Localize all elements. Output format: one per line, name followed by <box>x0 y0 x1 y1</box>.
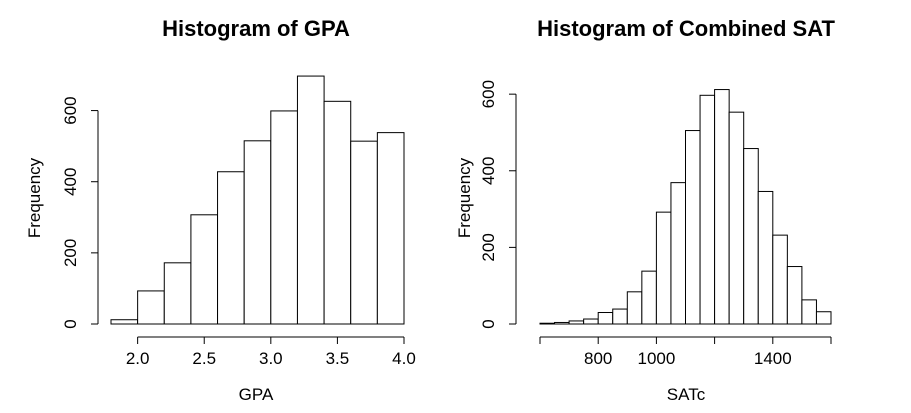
sat-bar-16 <box>772 234 788 325</box>
gpa-y-axis-label: Frequency <box>25 157 44 238</box>
sat-bar-19 <box>815 311 832 325</box>
gpa-bars <box>110 75 405 325</box>
sat-x-tick-label-4: 1400 <box>754 349 792 368</box>
sat-y-tick-label-3: 600 <box>479 80 498 108</box>
sat-x-axis: 800 1000 1400 <box>539 336 832 368</box>
gpa-y-tick-label-3: 600 <box>61 96 80 124</box>
sat-y-tick-label-0: 0 <box>479 319 498 328</box>
sat-bar-13 <box>728 111 745 325</box>
sat-y-tick-label-2: 400 <box>479 157 498 185</box>
gpa-bar-1 <box>137 290 165 325</box>
sat-bar-8 <box>655 211 672 325</box>
gpa-bar-6 <box>270 110 298 325</box>
gpa-histogram-panel: Histogram of GPA GPA Frequency 2.0 2.5 3.0… <box>25 16 416 404</box>
gpa-x-axis: 2.0 2.5 3.0 3.5 4.0 <box>126 336 416 368</box>
sat-bar-4 <box>597 312 614 325</box>
sat-bar-9 <box>670 182 687 325</box>
gpa-bar-4 <box>217 171 245 325</box>
sat-bar-14 <box>743 148 759 325</box>
gpa-bar-9 <box>350 140 378 325</box>
gpa-y-tick-label-1: 200 <box>61 239 80 267</box>
sat-bar-10 <box>685 130 701 325</box>
sat-y-axis-label: Frequency <box>455 157 474 238</box>
sat-bar-17 <box>786 266 803 325</box>
sat-bar-5 <box>612 308 628 325</box>
sat-bar-2 <box>568 320 585 325</box>
sat-bar-3 <box>583 318 599 325</box>
sat-histogram-title: Histogram of Combined SAT <box>537 16 835 41</box>
sat-y-axis: 0 200 400 600 <box>479 80 517 329</box>
sat-histogram-panel: Histogram of Combined SAT SATc Frequency… <box>455 16 835 404</box>
gpa-bar-7 <box>296 75 325 325</box>
gpa-histogram-title: Histogram of GPA <box>162 16 350 41</box>
sat-x-tick-label-1: 800 <box>584 349 612 368</box>
gpa-x-tick-label-2: 3.0 <box>259 349 283 368</box>
gpa-x-tick-label-3: 3.5 <box>326 349 350 368</box>
sat-x-axis-label: SATc <box>667 385 706 404</box>
gpa-bar-2 <box>163 262 192 325</box>
sat-bar-12 <box>714 89 730 325</box>
gpa-x-tick-label-4: 4.0 <box>392 349 416 368</box>
sat-bars <box>539 89 832 325</box>
gpa-x-tick-label-1: 2.5 <box>192 349 216 368</box>
gpa-bar-3 <box>190 214 219 325</box>
gpa-bar-8 <box>323 100 352 325</box>
gpa-y-tick-label-0: 0 <box>61 319 80 328</box>
gpa-y-tick-label-2: 400 <box>61 168 80 196</box>
sat-bar-11 <box>699 94 716 325</box>
sat-bar-15 <box>757 190 774 325</box>
sat-x-tick-label-2: 1000 <box>637 349 675 368</box>
gpa-x-tick-label-0: 2.0 <box>126 349 150 368</box>
sat-y-tick-label-1: 200 <box>479 233 498 261</box>
gpa-bar-10 <box>376 132 405 325</box>
sat-bar-6 <box>626 291 643 325</box>
sat-bar-0 <box>539 322 556 325</box>
sat-bar-18 <box>801 299 817 325</box>
gpa-y-axis: 0 200 400 600 <box>61 96 99 329</box>
gpa-x-axis-label: GPA <box>239 385 274 404</box>
gpa-bar-5 <box>243 140 272 325</box>
sat-bar-1 <box>554 321 570 325</box>
gpa-bar-0 <box>110 319 139 325</box>
sat-bar-7 <box>641 270 657 325</box>
